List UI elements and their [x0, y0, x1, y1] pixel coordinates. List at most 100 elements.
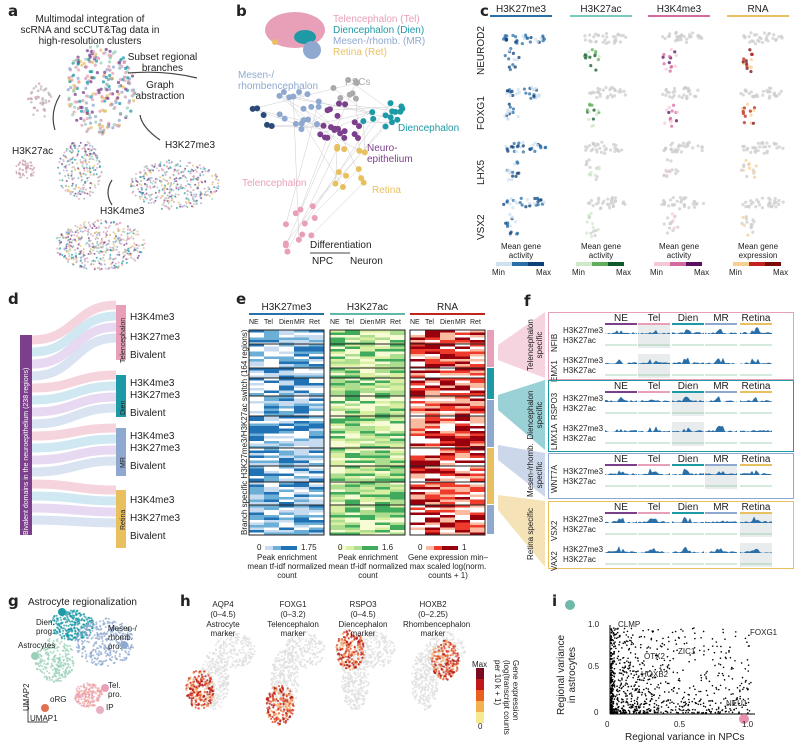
heatmap-cell	[345, 421, 360, 424]
astro-umap-dot	[76, 700, 79, 703]
graph-node	[299, 231, 306, 238]
heatmap-cell	[279, 478, 294, 481]
heatmap-cell	[390, 438, 405, 441]
branch-connector	[498, 495, 545, 567]
activity-dot	[521, 140, 525, 144]
heatmap-cell	[264, 436, 279, 439]
heatmap-cell	[294, 428, 309, 431]
h3k27ac-umap-dot	[93, 164, 96, 167]
astro-umap-dot	[83, 619, 86, 622]
heatmap-cell	[330, 441, 345, 444]
activity-dot	[754, 164, 758, 168]
activity-dot	[774, 142, 778, 146]
heatmap-cell	[330, 507, 345, 510]
heatmap-cell	[440, 455, 455, 458]
h3k4me3-umap-dot	[104, 236, 107, 239]
h3k27ac-umap-dot	[83, 169, 86, 172]
activity-dot	[751, 218, 755, 222]
h3k27me3-umap-dot	[143, 169, 146, 172]
heatmap-cell	[440, 522, 455, 525]
astro-umap-dot	[99, 620, 102, 623]
activity-dot	[746, 233, 750, 237]
h3k27me3-umap-dot	[214, 174, 217, 177]
integrated-umap-dot	[88, 70, 92, 74]
activity-dot	[530, 146, 534, 150]
astro-umap-dot	[81, 652, 84, 655]
h3k27me3-umap-dot	[136, 184, 139, 187]
h3k27ac-umap-dot	[79, 159, 82, 162]
heatmap-cell	[345, 356, 360, 359]
h3k27ac-umap-dot	[88, 149, 91, 152]
heatmap-cell	[455, 388, 470, 391]
heatmap-cell	[345, 335, 360, 338]
heatmap-cell	[375, 473, 390, 476]
h3k27me3-umap-dot	[187, 161, 190, 164]
heatmap-cell	[294, 441, 309, 444]
graph-node	[387, 114, 394, 121]
heatmap-cell	[345, 468, 360, 471]
activity-dot	[664, 146, 668, 150]
h3k27me3-umap-dot	[211, 175, 214, 178]
activity-dot	[588, 39, 592, 43]
activity-dot	[684, 40, 689, 45]
heatmap-cell	[470, 411, 485, 414]
h3k27me3-umap-dot	[138, 190, 141, 193]
h3k27ac-umap-dot	[81, 178, 84, 181]
h3k27ac-umap-dot	[74, 192, 77, 195]
h3k27me3-umap-dot	[149, 171, 152, 174]
h3k27me3-umap-dot	[195, 170, 198, 173]
h3k4me3-umap-dot	[67, 232, 70, 235]
heatmap-cell	[410, 458, 425, 461]
activity-dot	[686, 86, 690, 90]
activity-dot	[743, 88, 747, 92]
integrated-umap-dot	[121, 85, 125, 89]
integrated-umap-dot	[84, 76, 88, 81]
integrated-umap-dot	[86, 94, 90, 98]
heatmap-cell	[345, 428, 360, 431]
h3k27me3-umap-dot	[170, 181, 173, 184]
umap-dot	[30, 97, 33, 101]
heatmap-cell	[375, 359, 390, 362]
heatmap-cell	[375, 463, 390, 466]
h3k4me3-umap-dot	[115, 265, 118, 268]
h3k4me3-umap-dot	[113, 248, 116, 251]
heatmap-cell	[279, 473, 294, 476]
h3k27me3-umap-dot	[186, 193, 189, 196]
heatmap-cell	[470, 428, 485, 431]
activity-dot	[511, 63, 515, 67]
heatmap-cell	[425, 468, 440, 471]
heatmap-cell	[375, 337, 390, 340]
astro-umap-dot	[83, 683, 86, 686]
activity-dot	[773, 196, 777, 201]
heatmap-cell	[455, 433, 470, 436]
activity-dot	[752, 170, 756, 174]
h3k4me3-umap-dot	[126, 249, 129, 252]
integrated-umap-dot	[79, 116, 83, 121]
h3k4me3-umap-dot	[100, 219, 103, 222]
heatmap-cell	[279, 354, 294, 357]
activity-dot	[525, 198, 529, 202]
astro-umap-dot	[85, 627, 88, 630]
h3k4me3-umap-dot	[87, 221, 90, 224]
graph-node	[324, 107, 331, 114]
heatmap-cell	[330, 499, 345, 502]
heatmap-cell	[360, 373, 375, 376]
activity-dot	[668, 222, 673, 226]
heatmap-cell	[345, 450, 360, 453]
h3k4me3-umap-dot	[65, 231, 68, 234]
h3k27me3-umap-dot	[173, 168, 176, 171]
colorbar-segment	[370, 546, 378, 550]
heatmap-cell	[390, 337, 405, 340]
activity-dot	[700, 145, 704, 150]
astro-umap-dot	[85, 705, 88, 708]
integrated-umap-dot	[99, 61, 103, 65]
heatmap-cell	[440, 426, 455, 429]
heatmap-cell	[390, 478, 405, 481]
astro-umap-dot	[39, 657, 42, 660]
h3k27me3-umap-dot	[141, 192, 144, 195]
heatmap-cell	[249, 517, 264, 520]
integrated-umap-dot	[91, 92, 95, 96]
h3k27me3-umap-dot	[192, 164, 195, 167]
activity-dot	[515, 231, 520, 235]
h3k27ac-umap-dot	[87, 155, 90, 158]
